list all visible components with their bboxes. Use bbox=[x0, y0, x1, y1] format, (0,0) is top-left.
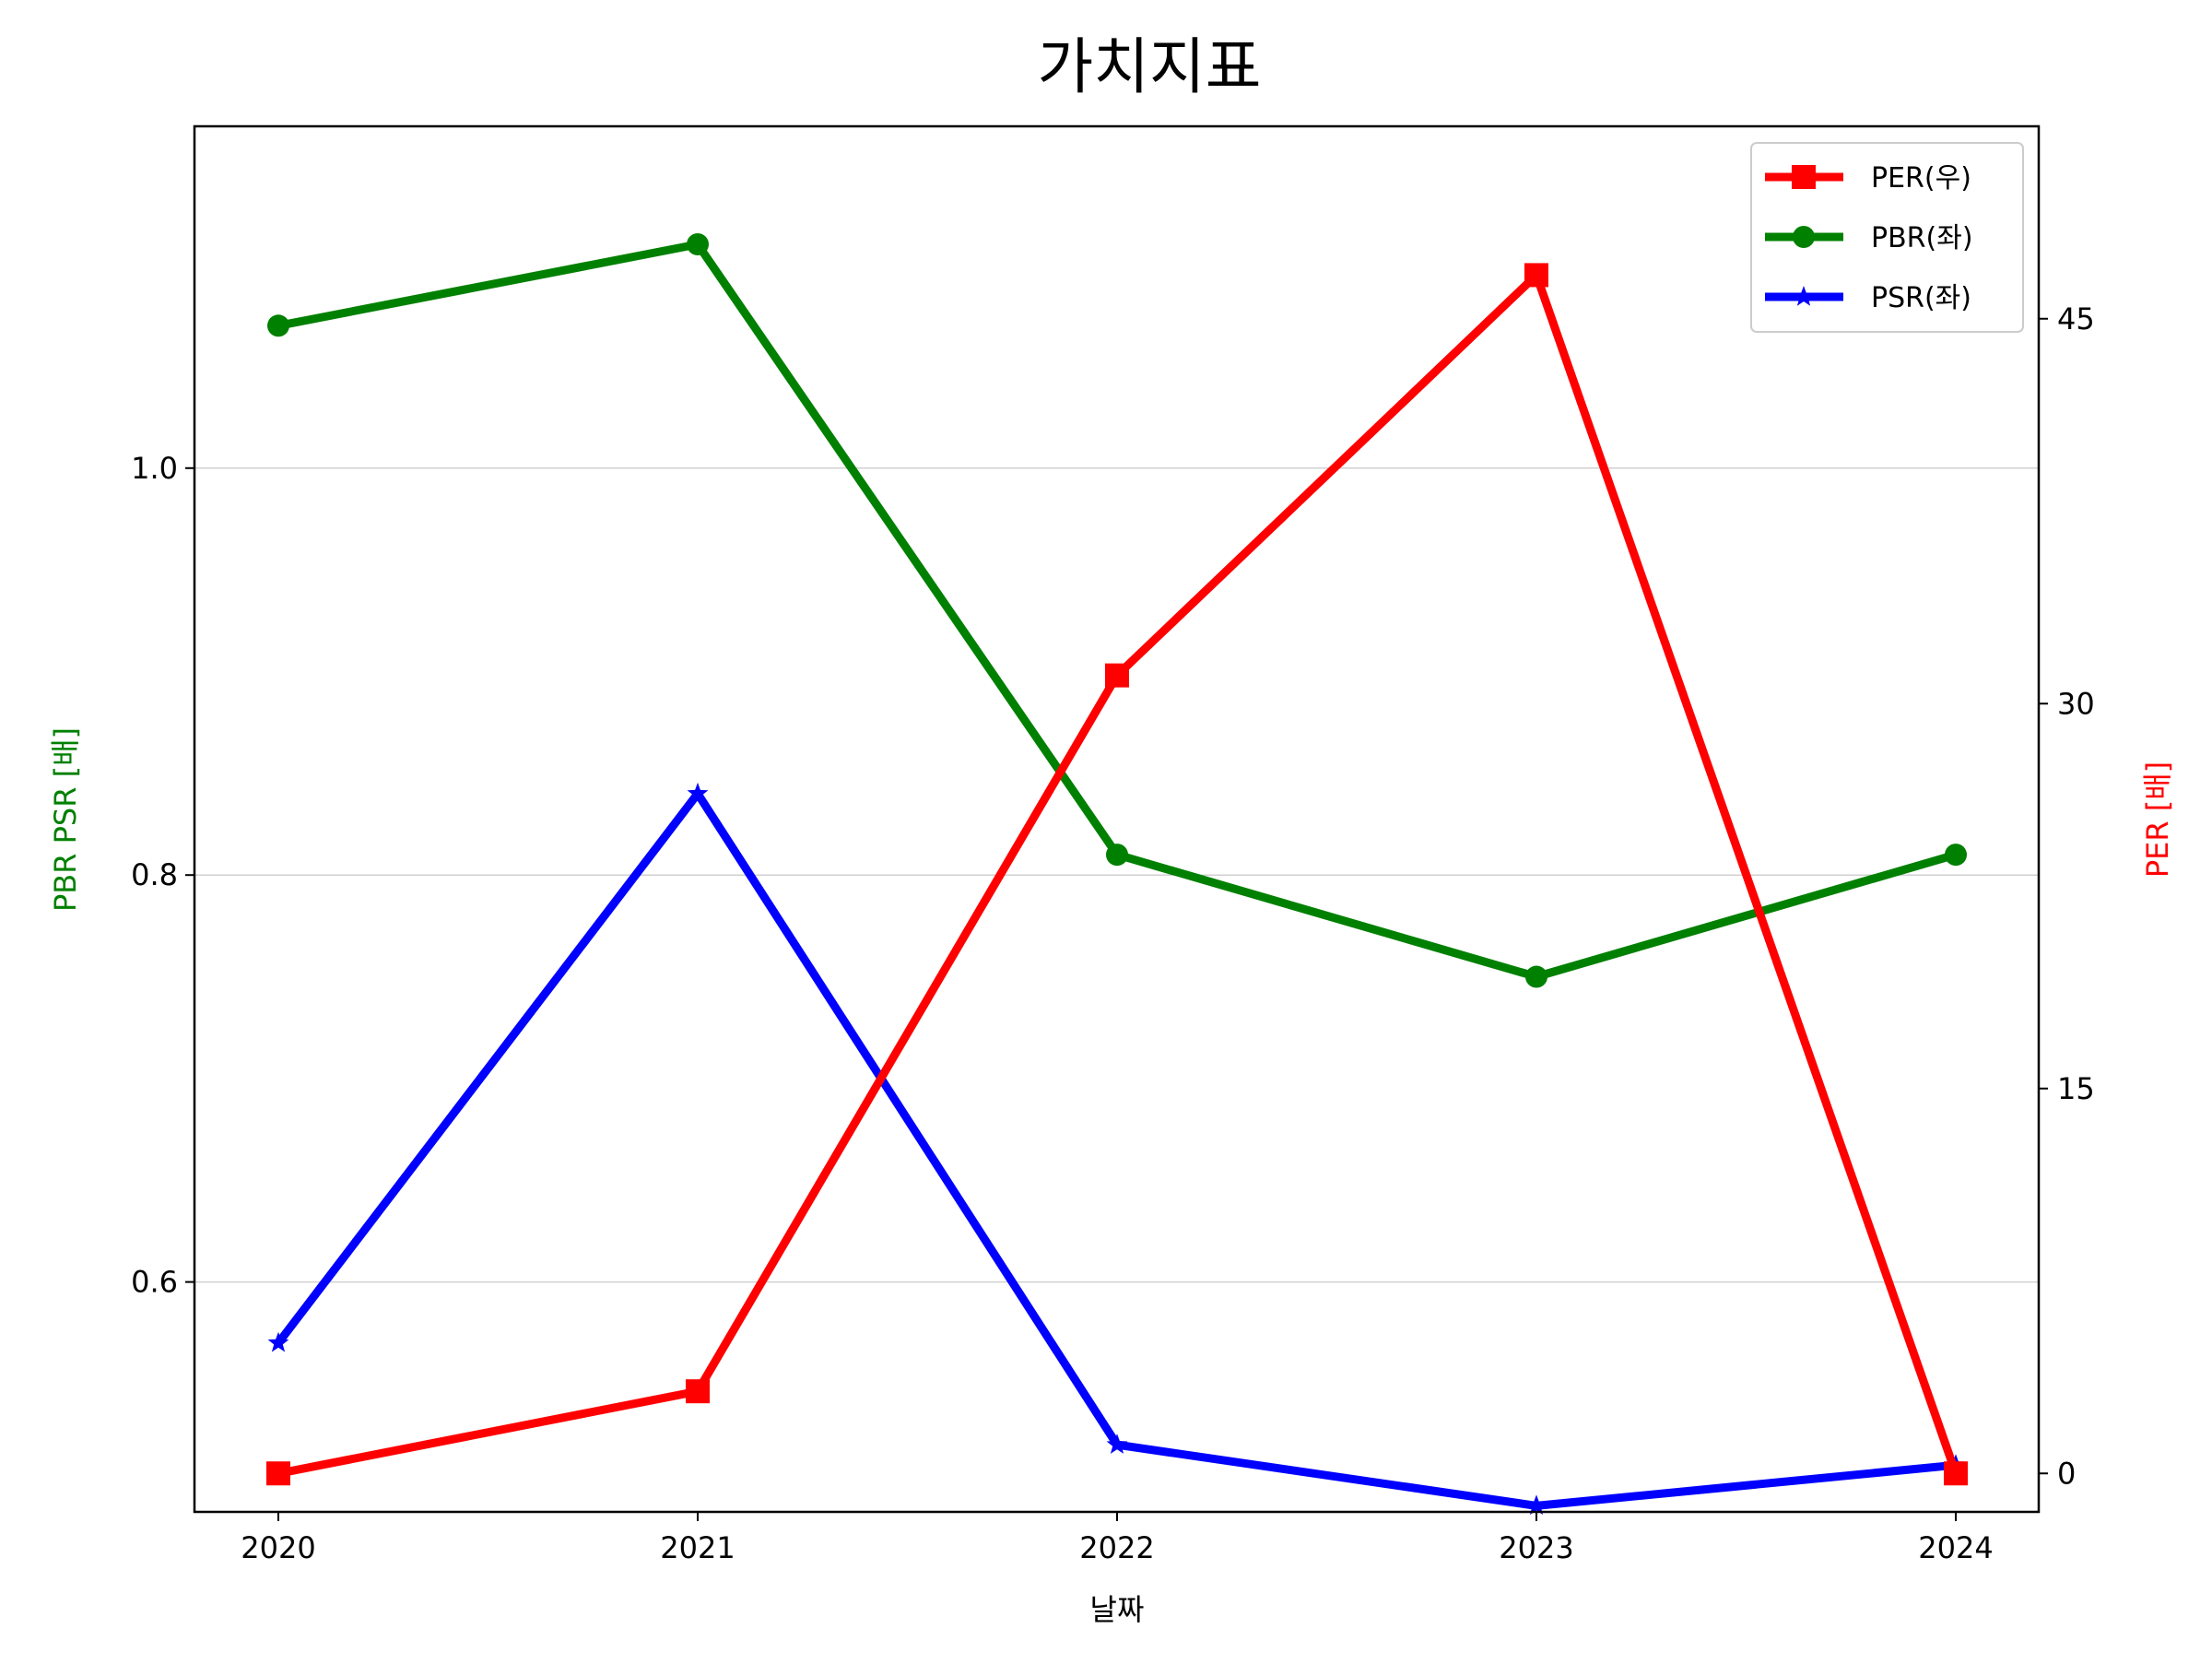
legend-label: PSR(좌) bbox=[1871, 282, 1971, 314]
x-tick-label: 2021 bbox=[660, 1530, 735, 1565]
y-right-axis-label: PER [배] bbox=[2140, 761, 2175, 878]
data-point bbox=[686, 1379, 710, 1404]
data-point bbox=[266, 1461, 290, 1486]
series-line bbox=[274, 789, 1960, 1510]
axis-ticks: 0.6 0.8 1.0 0 15 30 45 2020 2021 2022 2023 2024 bbox=[131, 301, 2095, 1565]
data-point bbox=[267, 314, 289, 337]
legend-marker bbox=[1792, 165, 1816, 189]
data-point bbox=[1525, 1494, 1547, 1516]
x-tick-label: 2020 bbox=[241, 1530, 315, 1565]
y-left-tick-label: 0.6 bbox=[131, 1265, 178, 1300]
grid-lines bbox=[194, 467, 2039, 1283]
x-tick-label: 2022 bbox=[1079, 1530, 1154, 1565]
data-point bbox=[1106, 1434, 1128, 1454]
plot-frame bbox=[193, 124, 2041, 1514]
y-left-tick-label: 1.0 bbox=[131, 451, 178, 486]
legend-marker bbox=[1793, 286, 1815, 306]
series-2 bbox=[267, 782, 1967, 1516]
series-layer bbox=[266, 233, 1968, 1516]
legend-label: PER(우) bbox=[1871, 162, 1971, 195]
y-right-tick-label: 15 bbox=[2057, 1071, 2095, 1106]
y-right-tick-label: 0 bbox=[2057, 1456, 2076, 1491]
data-point bbox=[687, 233, 709, 256]
y-right-tick-label: 45 bbox=[2057, 301, 2095, 336]
legend-label: PBR(좌) bbox=[1871, 222, 1973, 254]
data-point bbox=[1945, 844, 1967, 867]
series-line bbox=[274, 270, 1960, 1478]
x-axis-label: 날짜 bbox=[1090, 1592, 1145, 1627]
legend-box bbox=[1750, 142, 2024, 333]
data-point bbox=[1944, 1461, 1968, 1486]
data-point bbox=[687, 782, 709, 803]
series-1 bbox=[267, 233, 1967, 988]
x-tick-label: 2024 bbox=[1918, 1530, 1993, 1565]
data-point bbox=[1105, 663, 1129, 688]
data-point bbox=[1106, 844, 1128, 867]
legend: PER(우) PBR(좌) PSR(좌) bbox=[1750, 142, 2024, 333]
data-point bbox=[1525, 965, 1547, 988]
x-tick-label: 2023 bbox=[1499, 1530, 1573, 1565]
data-point bbox=[267, 1331, 289, 1352]
chart-title: 가치지표 bbox=[1038, 31, 1262, 102]
y-right-tick-label: 30 bbox=[2057, 686, 2095, 721]
data-point bbox=[1524, 263, 1548, 288]
series-0 bbox=[266, 263, 1968, 1486]
y-left-axis-label: PBR PSR [배] bbox=[48, 727, 83, 912]
y-left-tick-label: 0.8 bbox=[131, 857, 178, 892]
legend-marker bbox=[1793, 226, 1815, 248]
series-line bbox=[274, 240, 1960, 981]
